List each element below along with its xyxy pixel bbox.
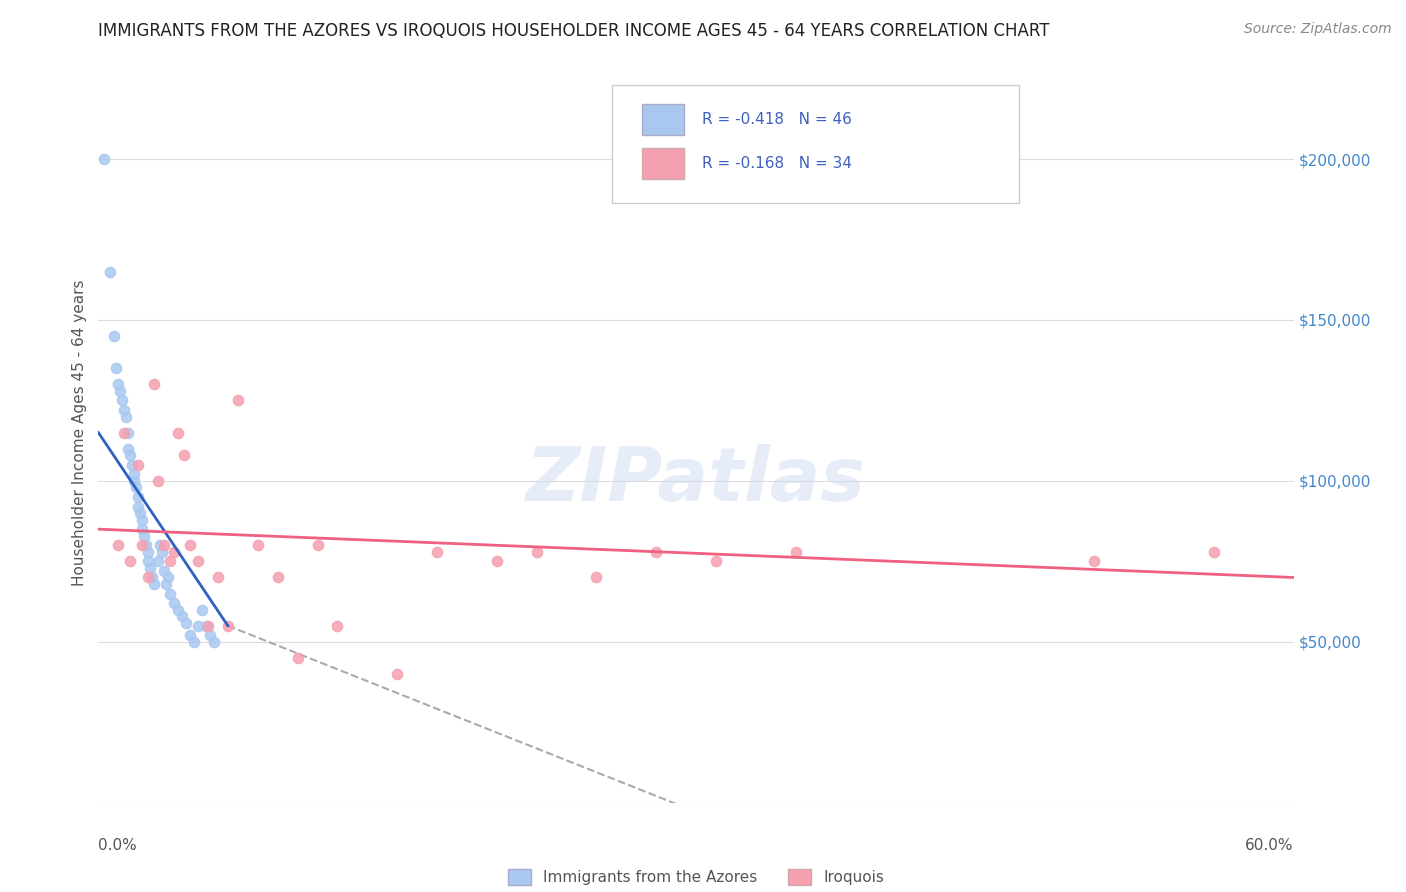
Point — [173, 448, 195, 462]
Point — [174, 615, 197, 630]
Point — [197, 619, 219, 633]
Point — [159, 554, 181, 568]
Point — [785, 545, 807, 559]
Point — [139, 561, 162, 575]
Point — [287, 651, 309, 665]
Point — [143, 377, 166, 392]
Point — [167, 602, 190, 616]
Point — [111, 393, 134, 408]
Point — [426, 545, 449, 559]
Point — [127, 500, 149, 514]
Point — [117, 425, 139, 440]
Point — [115, 409, 138, 424]
Point — [217, 619, 239, 633]
Point — [136, 554, 159, 568]
Legend: Immigrants from the Azores, Iroquois: Immigrants from the Azores, Iroquois — [502, 863, 890, 891]
Text: R = -0.418   N = 46: R = -0.418 N = 46 — [702, 112, 852, 127]
Point — [179, 538, 201, 552]
Point — [163, 545, 186, 559]
Point — [131, 538, 153, 552]
FancyBboxPatch shape — [613, 85, 1019, 203]
Point — [198, 628, 221, 642]
Point — [155, 577, 177, 591]
Text: R = -0.168   N = 34: R = -0.168 N = 34 — [702, 156, 852, 171]
Point — [179, 628, 201, 642]
Point — [117, 442, 139, 456]
Point — [127, 490, 149, 504]
Point — [127, 458, 149, 472]
Point — [112, 425, 135, 440]
Point — [107, 538, 129, 552]
Point — [246, 538, 269, 552]
Point — [103, 329, 125, 343]
Point — [131, 512, 153, 526]
Point — [645, 545, 668, 559]
Point — [129, 506, 152, 520]
Point — [136, 570, 159, 584]
Y-axis label: Householder Income Ages 45 - 64 years: Householder Income Ages 45 - 64 years — [72, 279, 87, 586]
Point — [195, 619, 218, 633]
Point — [135, 538, 157, 552]
Point — [307, 538, 329, 552]
Point — [191, 602, 214, 616]
Point — [93, 152, 115, 166]
Point — [112, 403, 135, 417]
Point — [202, 635, 225, 649]
Point — [149, 538, 172, 552]
Point — [385, 667, 409, 681]
Point — [485, 554, 508, 568]
Point — [704, 554, 727, 568]
Point — [143, 577, 166, 591]
Point — [526, 545, 548, 559]
Point — [148, 554, 170, 568]
Point — [107, 377, 129, 392]
Text: 0.0%: 0.0% — [98, 838, 138, 854]
Point — [167, 425, 190, 440]
Point — [226, 393, 249, 408]
Text: IMMIGRANTS FROM THE AZORES VS IROQUOIS HOUSEHOLDER INCOME AGES 45 - 64 YEARS COR: IMMIGRANTS FROM THE AZORES VS IROQUOIS H… — [98, 22, 1050, 40]
Point — [150, 545, 173, 559]
Point — [110, 384, 132, 398]
Point — [124, 467, 146, 482]
Point — [163, 596, 186, 610]
Point — [141, 570, 163, 584]
Point — [267, 570, 290, 584]
Point — [105, 361, 128, 376]
Point — [125, 480, 148, 494]
Text: 60.0%: 60.0% — [1246, 838, 1294, 854]
Point — [159, 586, 181, 600]
Text: ZIPatlas: ZIPatlas — [526, 444, 866, 517]
Point — [121, 458, 143, 472]
Point — [120, 554, 142, 568]
FancyBboxPatch shape — [643, 103, 685, 135]
Point — [120, 448, 142, 462]
Point — [98, 265, 122, 279]
Point — [157, 570, 180, 584]
Point — [187, 619, 209, 633]
Point — [326, 619, 349, 633]
Point — [153, 564, 176, 578]
Point — [172, 609, 194, 624]
Point — [148, 474, 170, 488]
Point — [136, 545, 159, 559]
Point — [134, 528, 156, 542]
Point — [187, 554, 209, 568]
FancyBboxPatch shape — [643, 148, 685, 179]
Point — [153, 538, 176, 552]
Text: Source: ZipAtlas.com: Source: ZipAtlas.com — [1244, 22, 1392, 37]
Point — [124, 474, 146, 488]
Point — [131, 522, 153, 536]
Point — [183, 635, 205, 649]
Point — [1202, 545, 1225, 559]
Point — [1083, 554, 1105, 568]
Point — [207, 570, 229, 584]
Point — [585, 570, 607, 584]
